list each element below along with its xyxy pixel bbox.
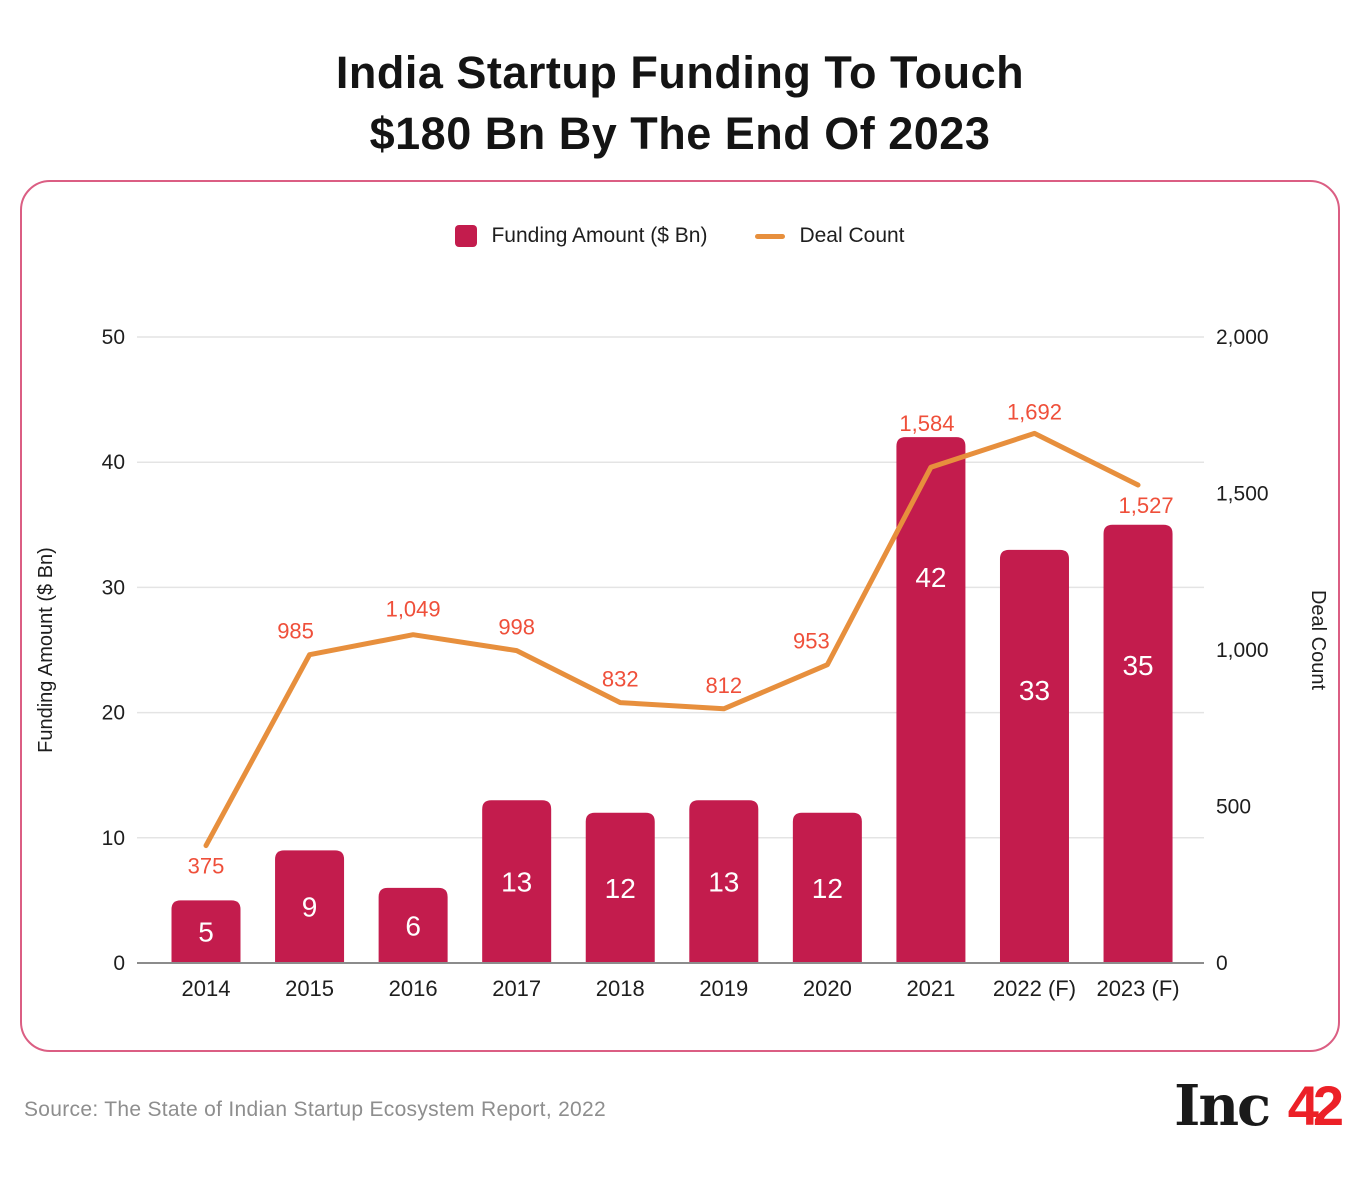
legend-label-deal-count: Deal Count <box>799 224 905 247</box>
deal-count-swatch-icon <box>755 233 786 239</box>
inc42-logo-42: 42 <box>1287 1074 1344 1137</box>
chart-title-line1: India Startup Funding To Touch <box>335 47 1025 98</box>
funding-amount-swatch-icon <box>455 225 478 247</box>
legend-item-deal-count: Deal Count <box>755 224 905 248</box>
legend-label-funding-amount: Funding Amount ($ Bn) <box>491 224 708 247</box>
inc42-logo: Inc 42 <box>1174 1073 1344 1139</box>
inc42-logo-inc: Inc <box>1174 1073 1271 1139</box>
chart-title-line2: $180 Bn By The End Of 2023 <box>369 108 991 159</box>
chart-card <box>20 180 1340 1052</box>
source-text: Source: The State of Indian Startup Ecos… <box>24 1098 606 1121</box>
chart-legend: Funding Amount ($ Bn) Deal Count <box>0 224 1360 248</box>
legend-item-funding-amount: Funding Amount ($ Bn) <box>455 224 707 248</box>
chart-title: India Startup Funding To Touch $180 Bn B… <box>0 42 1360 164</box>
